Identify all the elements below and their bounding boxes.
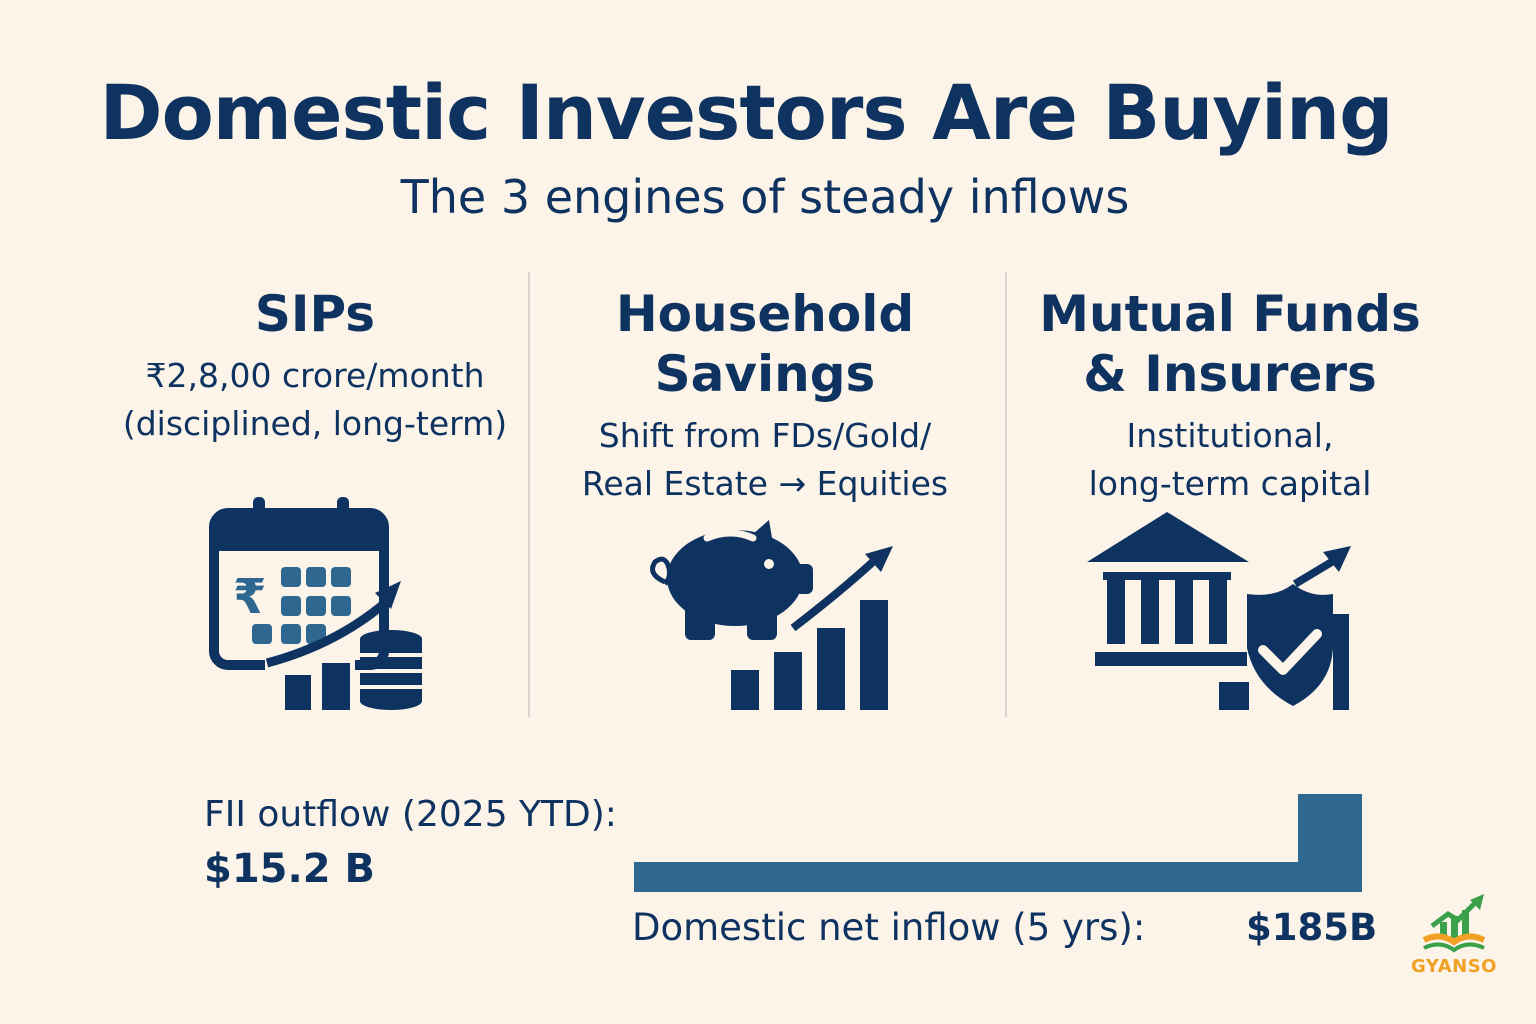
page-title: Domestic Investors Are Buying — [99, 68, 1393, 157]
engine-desc-line: (disciplined, long-term) — [122, 404, 508, 443]
gyanso-logo-icon — [1422, 894, 1486, 953]
engine-heading: Household — [615, 285, 915, 343]
engine-desc-line: Shift from FDs/Gold/ — [598, 416, 932, 455]
domestic-inflow-bar — [1298, 794, 1362, 892]
engine-heading: SIPs — [254, 285, 376, 343]
domestic-inflow-value: $185B — [1246, 906, 1378, 949]
engine-heading: Savings — [654, 345, 876, 403]
engine-household-savings: Household Savings Shift from FDs/Gold/ R… — [530, 284, 1000, 508]
gyanso-logo: GYANSO — [1404, 892, 1504, 982]
engine-sips: SIPs ₹2,8,00 crore/month (disciplined, l… — [80, 284, 550, 448]
inflow-bar-graphic — [634, 794, 1362, 892]
column-divider — [1005, 272, 1007, 717]
piggy-bank-growth-icon — [650, 520, 893, 710]
engine-desc-line: ₹2,8,00 crore/month — [145, 356, 485, 395]
bank-shield-icon — [1087, 512, 1351, 710]
engine-desc-line: long-term capital — [1088, 464, 1372, 503]
page-subtitle: The 3 engines of steady inflows — [400, 170, 1130, 224]
engine-desc-line: Institutional, — [1126, 416, 1334, 455]
gyanso-logo-text: GYANSO — [1411, 956, 1497, 977]
fii-outflow-label: FII outflow (2025 YTD): — [204, 794, 617, 835]
domestic-inflow-label: Domestic net inflow (5 yrs): — [632, 906, 1146, 949]
calendar-rupee-coins-growth-icon: ₹ — [209, 497, 422, 715]
engine-heading: Mutual Funds — [1039, 285, 1421, 343]
engine-heading: & Insurers — [1083, 345, 1377, 403]
column-divider — [528, 272, 530, 717]
engine-mutual-funds-insurers: Mutual Funds & Insurers Institutional, l… — [1000, 284, 1460, 508]
engine-desc-line: Real Estate → Equities — [581, 464, 949, 503]
fii-outflow-value: $15.2 B — [204, 846, 375, 892]
svg-text:₹: ₹ — [233, 569, 266, 625]
fii-outflow-bar — [634, 862, 1362, 892]
